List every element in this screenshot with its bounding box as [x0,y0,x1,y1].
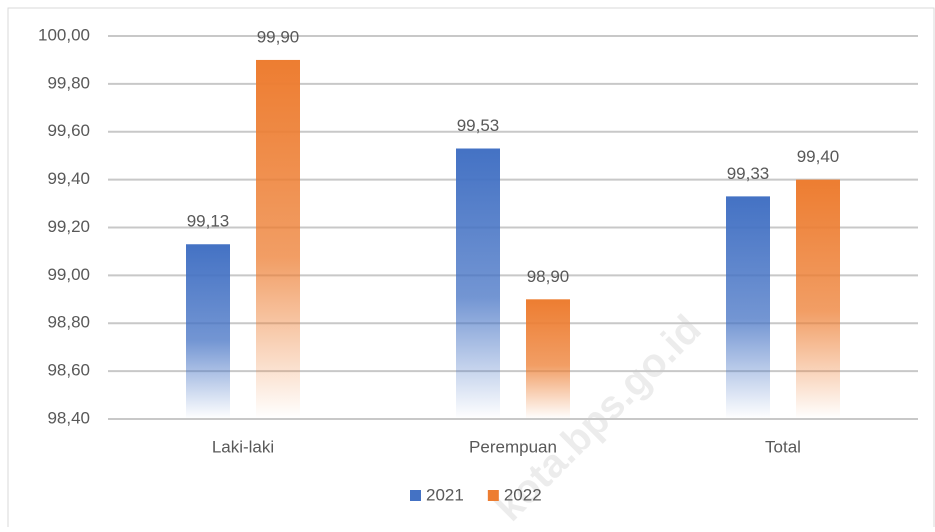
legend-swatch [487,490,499,501]
y-tick-label: 100,00 [38,25,90,44]
x-tick-label: Total [765,437,801,456]
bar [256,59,300,419]
y-tick-label: 98,80 [47,313,90,332]
y-tick-label: 99,60 [47,121,90,140]
bar [726,196,770,419]
data-label: 99,90 [257,27,300,46]
bar [186,244,230,419]
y-tick-label: 98,40 [47,408,90,427]
data-label: 98,90 [527,267,570,286]
legend-swatch [410,490,421,501]
data-label: 99,13 [187,212,230,231]
legend-label: 2021 [426,485,464,504]
y-tick-label: 99,80 [47,73,90,92]
data-label: 99,53 [457,116,500,135]
bar [456,148,500,419]
data-label: 99,33 [727,164,770,183]
legend-label: 2022 [504,485,542,504]
x-tick-label: Perempuan [469,437,557,456]
y-tick-label: 99,00 [47,265,90,284]
data-label: 99,40 [797,147,840,166]
y-tick-label: 98,60 [47,361,90,380]
bar [796,179,840,419]
y-tick-label: 99,20 [47,217,90,236]
bar [526,299,570,419]
y-tick-label: 99,40 [47,169,90,188]
x-tick-label: Laki-laki [212,437,274,456]
